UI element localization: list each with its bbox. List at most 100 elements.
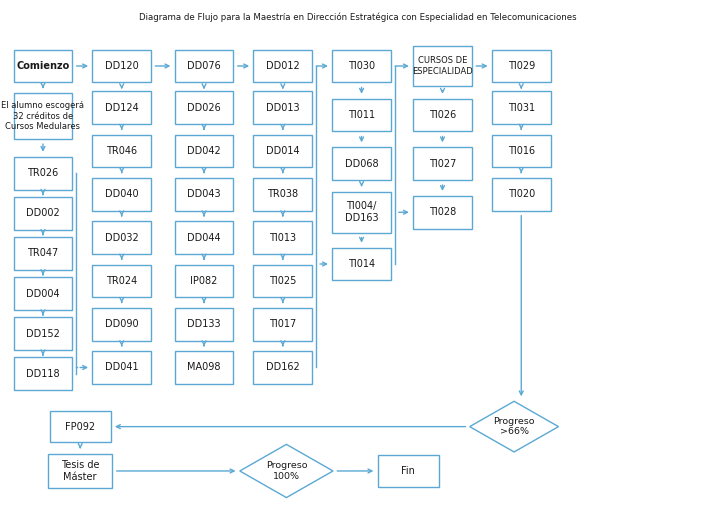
Text: TI026: TI026 <box>429 110 456 120</box>
FancyBboxPatch shape <box>14 317 72 350</box>
FancyBboxPatch shape <box>14 237 72 270</box>
FancyBboxPatch shape <box>253 178 312 211</box>
Text: DD133: DD133 <box>188 319 221 329</box>
Text: TR046: TR046 <box>106 146 137 156</box>
FancyBboxPatch shape <box>92 308 151 341</box>
Text: TI020: TI020 <box>508 190 535 199</box>
Text: DD162: DD162 <box>266 363 300 372</box>
FancyBboxPatch shape <box>492 50 551 82</box>
FancyBboxPatch shape <box>48 454 112 488</box>
FancyBboxPatch shape <box>492 178 551 211</box>
FancyBboxPatch shape <box>253 50 312 82</box>
Text: DD124: DD124 <box>105 103 139 112</box>
Text: TI014: TI014 <box>348 259 375 269</box>
FancyBboxPatch shape <box>50 411 111 442</box>
Text: TI028: TI028 <box>429 208 456 217</box>
Text: TI027: TI027 <box>429 159 456 168</box>
Text: El alumno escogerá
32 créditos de
Cursos Medulares: El alumno escogerá 32 créditos de Cursos… <box>1 101 84 131</box>
FancyBboxPatch shape <box>413 99 472 131</box>
FancyBboxPatch shape <box>175 135 233 167</box>
Text: DD043: DD043 <box>188 190 221 199</box>
Text: FP092: FP092 <box>65 422 95 431</box>
Text: DD152: DD152 <box>26 329 60 338</box>
Text: Comienzo: Comienzo <box>16 61 69 71</box>
FancyBboxPatch shape <box>175 221 233 254</box>
FancyBboxPatch shape <box>413 147 472 180</box>
Text: IP082: IP082 <box>190 276 218 286</box>
Text: TI011: TI011 <box>348 110 375 120</box>
Text: TI013: TI013 <box>269 233 296 242</box>
Text: Progreso
>66%: Progreso >66% <box>493 417 535 436</box>
FancyBboxPatch shape <box>492 91 551 124</box>
Text: DD118: DD118 <box>26 369 59 379</box>
FancyBboxPatch shape <box>332 50 391 82</box>
FancyBboxPatch shape <box>492 135 551 167</box>
Text: Fin: Fin <box>401 466 415 476</box>
Text: TI031: TI031 <box>508 103 535 112</box>
Text: DD014: DD014 <box>266 146 299 156</box>
Text: TI025: TI025 <box>269 276 296 286</box>
FancyBboxPatch shape <box>378 455 438 487</box>
FancyBboxPatch shape <box>175 178 233 211</box>
Text: TI030: TI030 <box>348 61 375 71</box>
Text: TR026: TR026 <box>27 168 59 178</box>
FancyBboxPatch shape <box>14 157 72 190</box>
Text: TR038: TR038 <box>267 190 299 199</box>
Text: TI029: TI029 <box>508 61 535 71</box>
FancyBboxPatch shape <box>92 265 151 297</box>
FancyBboxPatch shape <box>253 351 312 384</box>
Text: TR047: TR047 <box>27 249 59 258</box>
FancyBboxPatch shape <box>92 50 151 82</box>
Text: Tesis de
Máster: Tesis de Máster <box>61 460 100 482</box>
FancyBboxPatch shape <box>253 265 312 297</box>
FancyBboxPatch shape <box>14 357 72 390</box>
FancyBboxPatch shape <box>175 265 233 297</box>
FancyBboxPatch shape <box>253 135 312 167</box>
FancyBboxPatch shape <box>253 91 312 124</box>
Text: TI016: TI016 <box>508 146 535 156</box>
Text: DD013: DD013 <box>266 103 299 112</box>
FancyBboxPatch shape <box>413 46 472 86</box>
FancyBboxPatch shape <box>332 99 391 131</box>
Text: DD032: DD032 <box>105 233 139 242</box>
Text: DD042: DD042 <box>187 146 221 156</box>
Text: DD026: DD026 <box>187 103 221 112</box>
Text: DD041: DD041 <box>105 363 138 372</box>
Text: DD040: DD040 <box>105 190 138 199</box>
FancyBboxPatch shape <box>253 221 312 254</box>
FancyBboxPatch shape <box>175 91 233 124</box>
FancyBboxPatch shape <box>14 50 72 82</box>
FancyBboxPatch shape <box>253 308 312 341</box>
Text: Diagrama de Flujo para la Maestría en Dirección Estratégica con Especialidad en : Diagrama de Flujo para la Maestría en Di… <box>139 12 577 22</box>
Text: DD004: DD004 <box>26 289 59 298</box>
Text: DD120: DD120 <box>105 61 139 71</box>
FancyBboxPatch shape <box>175 50 233 82</box>
FancyBboxPatch shape <box>332 192 391 233</box>
Polygon shape <box>240 445 333 497</box>
Text: MA098: MA098 <box>188 363 221 372</box>
Polygon shape <box>470 401 558 452</box>
FancyBboxPatch shape <box>14 93 72 139</box>
FancyBboxPatch shape <box>92 135 151 167</box>
Text: DD068: DD068 <box>345 159 378 168</box>
FancyBboxPatch shape <box>175 351 233 384</box>
FancyBboxPatch shape <box>332 248 391 280</box>
Text: TI004/
DD163: TI004/ DD163 <box>345 202 378 223</box>
Text: DD076: DD076 <box>187 61 221 71</box>
Text: CURSOS DE
ESPECIALIDAD: CURSOS DE ESPECIALIDAD <box>412 56 473 76</box>
FancyBboxPatch shape <box>92 91 151 124</box>
FancyBboxPatch shape <box>413 196 472 229</box>
Text: DD090: DD090 <box>105 319 138 329</box>
Text: DD002: DD002 <box>26 209 60 218</box>
FancyBboxPatch shape <box>175 308 233 341</box>
FancyBboxPatch shape <box>14 197 72 230</box>
FancyBboxPatch shape <box>92 221 151 254</box>
Text: Progreso
100%: Progreso 100% <box>266 461 307 480</box>
FancyBboxPatch shape <box>332 147 391 180</box>
FancyBboxPatch shape <box>92 351 151 384</box>
Text: TR024: TR024 <box>106 276 137 286</box>
Text: TI017: TI017 <box>269 319 296 329</box>
Text: DD044: DD044 <box>188 233 221 242</box>
FancyBboxPatch shape <box>92 178 151 211</box>
Text: DD012: DD012 <box>266 61 300 71</box>
